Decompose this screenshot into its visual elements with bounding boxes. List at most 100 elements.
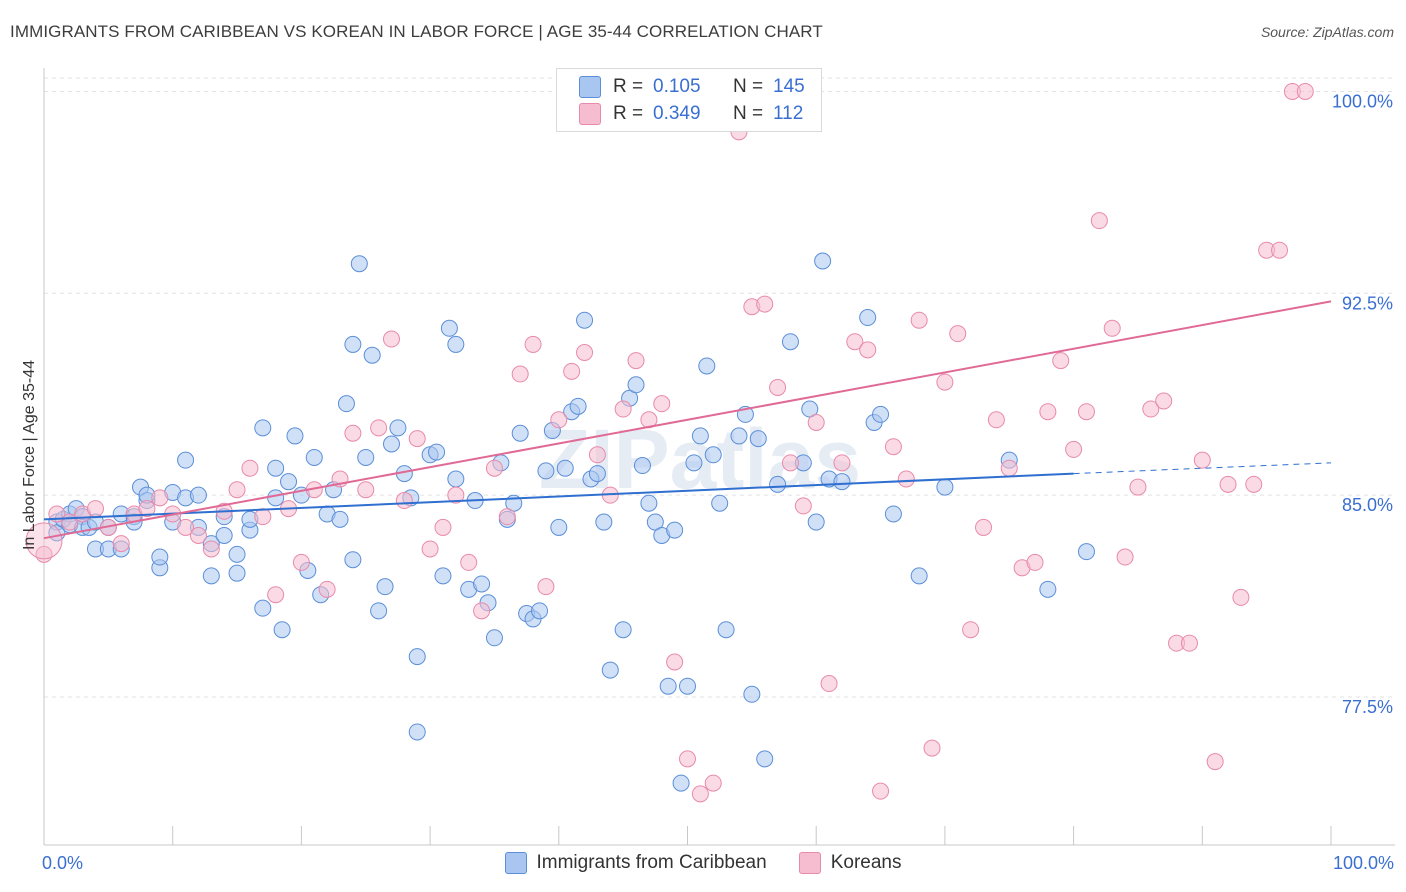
data-point [408, 648, 426, 666]
data-point [267, 586, 285, 604]
r-label: R = [613, 103, 644, 124]
stats-legend: R = 0.105 N = 145 R = 0.349 N = 112 [556, 68, 822, 132]
stats-row-caribbean: R = 0.105 N = 145 [579, 74, 805, 100]
y-tick-labels: 77.5% 85.0% 92.5% 100.0% [1332, 91, 1393, 717]
data-point-cluster [25, 522, 63, 560]
legend-item-korean[interactable]: Koreans [798, 852, 901, 874]
data-point [897, 470, 915, 488]
data-point [576, 311, 594, 329]
data-point [704, 774, 722, 792]
stats-row-korean: R = 0.349 N = 112 [579, 101, 803, 127]
data-point [666, 653, 684, 671]
data-point [1206, 753, 1224, 771]
data-point [151, 489, 169, 507]
data-point [1039, 403, 1057, 421]
data-point [666, 521, 684, 539]
legend-swatch-korean [798, 852, 821, 874]
data-point [691, 427, 709, 445]
data-point [962, 621, 980, 639]
data-point [241, 459, 259, 477]
legend-swatch-caribbean [504, 852, 527, 874]
data-point [756, 750, 774, 768]
data-point [691, 785, 709, 803]
data-point [1077, 403, 1095, 421]
data-point [177, 518, 195, 536]
data-point [576, 344, 594, 362]
data-point [679, 677, 696, 695]
trend-line-caribbean [43, 472, 1074, 521]
series-legend: Immigrants from Caribbean Koreans [0, 852, 1406, 874]
data-point [151, 548, 169, 566]
data-point [421, 540, 439, 558]
data-point [936, 478, 954, 496]
data-point [485, 459, 503, 477]
data-point [717, 621, 735, 639]
data-point [1180, 634, 1198, 652]
data-point [1026, 553, 1044, 571]
y-tick-label: 77.5% [1342, 697, 1393, 717]
data-point [395, 492, 413, 510]
data-point [672, 774, 690, 792]
n-value: 145 [773, 76, 805, 97]
data-point [550, 411, 568, 429]
data-point [511, 424, 529, 442]
data-point [910, 567, 928, 585]
data-point [563, 362, 581, 380]
data-point [473, 575, 491, 593]
data-point [640, 494, 658, 512]
data-point [884, 505, 902, 523]
data-point [794, 497, 812, 515]
data-point [1219, 475, 1237, 493]
trend-line-caribbean-extension [1073, 462, 1332, 475]
data-point [434, 567, 452, 585]
data-point [769, 378, 787, 396]
data-point [357, 481, 375, 499]
data-point [177, 451, 195, 469]
data-point [228, 564, 246, 582]
data-point [1155, 392, 1173, 410]
data-point [337, 395, 355, 413]
data-point [1116, 548, 1134, 566]
data-point [833, 454, 851, 472]
data-point [447, 486, 465, 504]
data-point [588, 465, 606, 483]
data-point [872, 782, 890, 800]
data-point [936, 373, 954, 391]
data-point [679, 750, 696, 768]
data-point [595, 513, 613, 531]
data-point [485, 629, 503, 647]
series-korean-points [25, 82, 1314, 803]
data-point [704, 446, 722, 464]
source-label: Source: ZipAtlas.com [1260, 24, 1394, 40]
data-point [228, 545, 246, 563]
data-point [550, 518, 568, 536]
legend-label-caribbean: Immigrants from Caribbean [536, 852, 767, 873]
data-point [601, 661, 619, 679]
data-point [447, 335, 465, 353]
r-value: 0.349 [653, 103, 701, 124]
data-point [627, 376, 645, 394]
data-point [859, 341, 877, 359]
data-point [859, 309, 877, 327]
y-axis-label: In Labor Force | Age 35-44 [21, 359, 38, 551]
data-point [408, 430, 426, 448]
data-point [814, 252, 832, 270]
trend-line-korean [43, 300, 1332, 540]
data-point [749, 430, 767, 448]
data-point [363, 346, 381, 364]
axes [43, 68, 1395, 846]
data-point [1103, 319, 1121, 337]
data-point [292, 553, 310, 571]
data-point [711, 494, 729, 512]
data-point [872, 405, 890, 423]
data-point [254, 419, 272, 437]
legend-swatch-korean [579, 103, 601, 125]
data-point [884, 438, 902, 456]
trend-lines [43, 300, 1332, 540]
data-point [273, 621, 291, 639]
data-point [987, 411, 1005, 429]
data-point [376, 578, 394, 596]
data-point [344, 551, 362, 569]
legend-item-caribbean[interactable]: Immigrants from Caribbean [504, 852, 767, 874]
